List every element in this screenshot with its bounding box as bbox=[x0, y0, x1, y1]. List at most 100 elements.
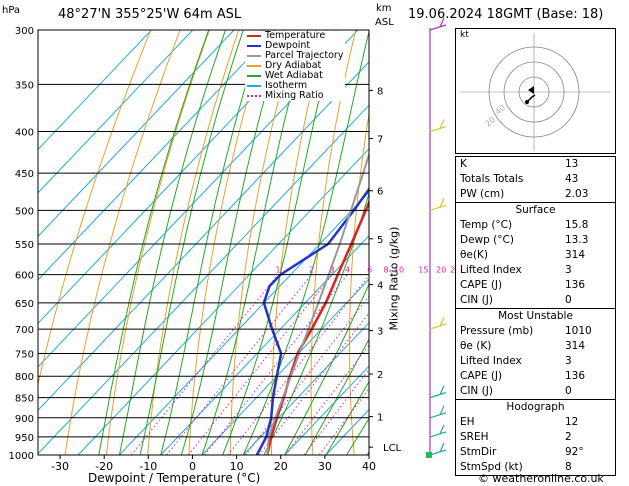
legend-item: Temperature bbox=[247, 31, 343, 41]
hodograph-title: Hodograph bbox=[506, 401, 565, 413]
mixing-ratio-line bbox=[303, 368, 369, 455]
most-unstable-index-row: Lifted Index 3 bbox=[456, 354, 615, 369]
wind-barb bbox=[429, 412, 447, 419]
plot-frame bbox=[37, 29, 370, 456]
surface-index-label: CIN (J) bbox=[460, 294, 493, 306]
wind-barb-flag bbox=[439, 385, 445, 395]
legend: Temperature Dewpoint Parcel Trajectory Dry … bbox=[245, 31, 346, 101]
legend-label: Isotherm bbox=[265, 80, 308, 91]
isotherm-line bbox=[38, 30, 235, 238]
hodograph-index-value: 92° bbox=[565, 446, 584, 458]
wind-barb-flag bbox=[439, 442, 445, 453]
wind-barb-flag bbox=[439, 119, 445, 129]
km-tick-label: 3 bbox=[377, 327, 383, 338]
series-dewpoint bbox=[255, 187, 369, 455]
x-tick-label: 20 bbox=[274, 460, 288, 473]
hodograph-index-row: EH 12 bbox=[456, 415, 615, 430]
pressure-tick-label: 550 bbox=[15, 240, 34, 251]
wind-barb bbox=[429, 24, 447, 31]
surface-wind-marker bbox=[426, 452, 432, 458]
legend-swatch bbox=[247, 75, 261, 77]
surface-index-row: θe(K) 314 bbox=[456, 248, 615, 263]
hodograph-index-row: StmSpd (kt) 8 bbox=[456, 460, 615, 475]
hodograph-index-label: StmSpd (kt) bbox=[460, 461, 523, 473]
legend-label: Dry Adiabat bbox=[265, 60, 322, 71]
most-unstable-index-row: CIN (J) 0 bbox=[456, 384, 615, 399]
surface-index-label: θe(K) bbox=[460, 249, 488, 261]
legend-item: Wet Adiabat bbox=[247, 71, 343, 81]
wind-barb bbox=[429, 392, 447, 399]
surface-title: Surface bbox=[515, 204, 556, 216]
isotherm-line bbox=[38, 30, 276, 281]
basic-index-value: 2.03 bbox=[565, 188, 589, 200]
basic-index-label: Totals Totals bbox=[460, 173, 524, 185]
pressure-tick-label: 900 bbox=[15, 414, 34, 425]
basic-index-value: 43 bbox=[565, 173, 579, 185]
legend-swatch bbox=[247, 35, 261, 37]
pressure-tick-label: 1000 bbox=[9, 451, 34, 462]
basic-index-row: PW (cm) 2.03 bbox=[456, 187, 615, 202]
isotherm-line bbox=[160, 235, 369, 455]
mixing-ratio-label: 3 bbox=[330, 266, 335, 275]
isotherm-line bbox=[242, 321, 369, 455]
dry-adiabat-line bbox=[105, 30, 210, 455]
x-tick-label: -30 bbox=[51, 460, 69, 473]
basic-index-label: PW (cm) bbox=[460, 188, 505, 200]
most-unstable-index-value: 314 bbox=[565, 340, 586, 352]
wind-barb-flag bbox=[439, 316, 445, 327]
legend-swatch bbox=[247, 65, 261, 67]
pressure-tick-label: 650 bbox=[15, 299, 34, 310]
mixing-ratio-label: 15 bbox=[418, 266, 428, 275]
km-tick-label: 8 bbox=[377, 86, 383, 97]
axes-labels: 1234681015202530035040045050055060065070… bbox=[9, 26, 461, 473]
hodograph-trace bbox=[527, 94, 536, 102]
most-unstable-index-label: Pressure (mb) bbox=[460, 325, 534, 337]
hodograph-index-value: 8 bbox=[565, 461, 572, 473]
legend-label: Dewpoint bbox=[265, 40, 311, 51]
wind-barb-flag bbox=[439, 424, 445, 435]
indices-panel: K 13 Totals Totals 43 PW (cm) 2.03 Surface Te… bbox=[455, 156, 616, 476]
mixing-ratio-line bbox=[166, 274, 312, 455]
legend-label: Wet Adiabat bbox=[265, 70, 323, 81]
legend-item: Mixing Ratio bbox=[247, 91, 343, 101]
wet-adiabat-line bbox=[118, 30, 226, 455]
hpa-label: hPa bbox=[2, 5, 21, 16]
most-unstable-index-value: 136 bbox=[565, 370, 586, 382]
legend-label: Temperature bbox=[265, 30, 326, 41]
mixing-ratio-label: 4 bbox=[345, 266, 350, 275]
isotherm-line bbox=[119, 191, 369, 455]
x-axis-label: Dewpoint / Temperature (°C) bbox=[88, 471, 261, 485]
hodograph-index-row: SREH 2 bbox=[456, 430, 615, 445]
mixing-ratio-label: 2 bbox=[309, 266, 314, 275]
surface-index-label: CAPE (J) bbox=[460, 279, 503, 291]
pressure-tick-label: 600 bbox=[15, 271, 34, 282]
wind-barb bbox=[429, 125, 447, 133]
wind-barb bbox=[429, 323, 447, 330]
legend-item: Isotherm bbox=[247, 81, 343, 91]
km-tick-label: 6 bbox=[377, 187, 383, 198]
surface-section: Surface Temp (°C) 15.8 Dewp (°C) 13.3 θe(K) 3… bbox=[456, 202, 615, 308]
km-label: km bbox=[376, 3, 392, 14]
legend-swatch bbox=[247, 55, 261, 57]
pressure-tick-label: 800 bbox=[15, 372, 34, 383]
wind-barb-flag bbox=[439, 405, 445, 416]
hodograph-index-label: SREH bbox=[460, 431, 489, 443]
pressure-tick-label: 700 bbox=[15, 325, 34, 336]
most-unstable-index-row: Pressure (mb) 1010 bbox=[456, 324, 615, 339]
most-unstable-index-label: θe (K) bbox=[460, 340, 492, 352]
most-unstable-index-label: CIN (J) bbox=[460, 385, 493, 397]
surface-index-label: Lifted Index bbox=[460, 264, 522, 276]
isotherm-line bbox=[284, 365, 369, 455]
dry-adiabat-line bbox=[619, 30, 629, 455]
x-tick-label: -20 bbox=[95, 460, 113, 473]
wind-barb bbox=[429, 449, 447, 456]
mixing-ratio-label: 1 bbox=[276, 266, 281, 275]
legend-item: Dry Adiabat bbox=[247, 61, 343, 71]
pressure-tick-label: 500 bbox=[15, 206, 34, 217]
dry-adiabat-line bbox=[423, 30, 444, 455]
pressure-tick-label: 850 bbox=[15, 394, 34, 405]
most-unstable-index-label: Lifted Index bbox=[460, 355, 522, 367]
pressure-tick-label: 400 bbox=[15, 128, 34, 139]
